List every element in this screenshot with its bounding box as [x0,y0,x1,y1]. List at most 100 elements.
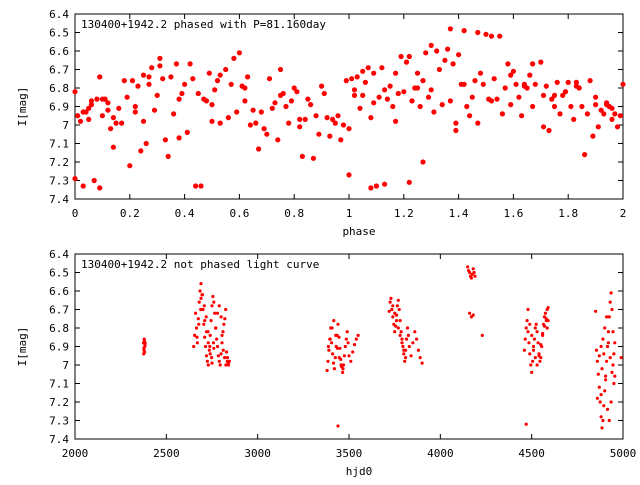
unphased-data-point [198,289,202,293]
phased-data-point [105,100,111,106]
phased-data-point [371,70,377,76]
phased-data-point [277,92,284,98]
phased-data-point [406,179,412,185]
phased-data-point [365,65,371,71]
phased-panel: 6.4 6.5 6.6 6.7 6.8 6.9 7 7.1 7.2 7.3 7.40 0.2 0.4 0.… [16,8,626,238]
unphased-data-point [354,337,358,341]
unphased-data-point [212,300,216,304]
unphased-data-point [606,330,611,334]
unphased-data-point [194,326,199,330]
unphased-data-point [468,311,472,315]
unphased-data-point [347,354,351,358]
unphased-data-point [605,359,609,363]
unphased-data-point [202,304,206,308]
phased-data-point [143,140,149,147]
phased-data-point [434,48,440,54]
phased-data-point [86,105,92,111]
unphased-data-point [595,359,600,363]
phased-data-point [571,116,577,122]
phased-data-point [217,72,223,78]
phased-data-point [508,102,514,108]
phased-data-point [516,94,522,100]
phased-data-point [568,103,574,110]
phased-data-point [245,74,251,80]
phased-data-point [214,78,221,84]
phased-data-point [401,89,407,95]
phased-data-point [403,59,410,65]
phased-ytick-label: 6.5 [49,27,69,40]
unphased-data-point [393,311,397,315]
unphased-data-point [215,337,219,341]
unphased-data-point [531,348,536,352]
phased-data-point [376,94,382,100]
unphased-data-point [195,341,199,345]
unphased-data-point [416,348,420,352]
phased-data-point [157,63,163,69]
unphased-data-point [220,333,224,337]
phased-xtick-label: 0.4 [175,207,195,220]
phased-data-point [283,103,289,110]
unphased-data-point [608,356,612,360]
unphased-data-point [221,348,225,352]
unphased-data-point [204,315,208,319]
phased-data-point [77,118,84,124]
phased-data-point [442,57,448,63]
phased-data-point [543,83,549,89]
phased-ytick-label: 7.3 [49,175,69,188]
phased-data-point [604,100,610,106]
unphased-data-point [388,300,392,304]
phased-data-point [379,65,385,71]
phased-data-point [461,81,467,87]
unphased-data-point [611,363,615,367]
phased-data-point [445,46,451,52]
phased-data-point [362,79,368,85]
phased-data-point [532,81,538,87]
unphased-data-point [217,304,221,308]
phased-data-point [428,87,434,93]
phased-data-point [538,59,544,65]
unphased-data-point [534,322,538,326]
phased-data-point [414,85,421,91]
phased-data-point [368,115,374,121]
unphased-data-point [344,337,348,341]
unphased-data-point [200,293,205,297]
unphased-data-point [413,330,417,334]
unphased-data-point [332,319,336,323]
phased-data-point [554,79,560,85]
unphased-data-point [390,307,394,312]
unphased-data-point [326,359,330,363]
unphased-data-point [330,341,334,345]
unphased-ytick-label: 7.2 [49,396,69,409]
phased-data-point [382,87,388,93]
unphased-data-point [533,326,537,330]
phased-data-point [527,72,533,78]
phased-data-point [510,68,516,74]
unphased-data-point [217,359,221,363]
phased-data-point [149,65,155,71]
unphased-data-point [612,352,616,356]
unphased-data-point [536,341,540,345]
unphased-data-point [202,322,206,326]
phased-data-point [310,155,316,161]
unphased-data-point [538,359,542,363]
phased-data-point [264,131,270,137]
phased-data-point [614,124,621,130]
phased-data-point [508,72,514,78]
phased-xtick-label: 1.8 [558,207,578,220]
unphased-x-axis-label: hjd0 [346,465,373,478]
phased-x-axis-label: phase [342,225,375,238]
unphased-data-point [473,274,477,278]
phased-data-point [231,55,237,62]
unphased-data-point [597,385,601,389]
phased-data-point [72,176,78,182]
unphased-data-point [224,363,228,367]
unphased-data-point [206,341,210,345]
unphased-ytick-label: 6.6 [49,285,69,298]
phased-data-point [431,109,437,115]
phased-data-point [393,118,399,124]
unphased-data-point [604,378,608,382]
unphased-data-point [338,346,342,350]
phased-data-point [354,74,360,80]
unphased-data-point [406,333,410,337]
